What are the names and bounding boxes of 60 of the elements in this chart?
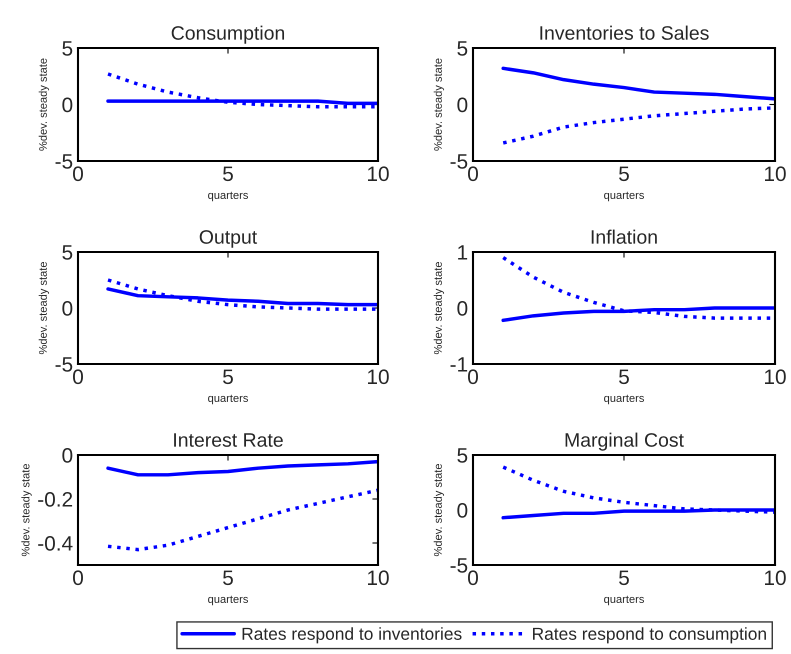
y-axis-title: %dev. steady state bbox=[434, 464, 444, 556]
x-tick-label: 10 bbox=[765, 369, 786, 384]
legend-label: Rates respond to consumption bbox=[533, 627, 766, 644]
y-tick-label: -5 bbox=[450, 154, 468, 169]
y-tick-label: -0.4 bbox=[38, 536, 73, 551]
line-series bbox=[106, 460, 378, 477]
chart-title: Consumption bbox=[172, 26, 284, 44]
x-tick-label: 5 bbox=[619, 166, 629, 182]
x-tick-label: 10 bbox=[765, 166, 786, 182]
y-tick-label: 0 bbox=[457, 301, 468, 316]
x-tick-label: 5 bbox=[619, 370, 629, 384]
y-tick-label: -5 bbox=[56, 357, 72, 372]
y-tick-label: -5 bbox=[56, 154, 72, 169]
x-axis-title: quarters bbox=[208, 596, 248, 606]
x-tick-label: 0 bbox=[73, 166, 83, 182]
y-axis-title: %dev. steady state bbox=[434, 262, 444, 354]
x-axis-title: quarters bbox=[604, 192, 644, 202]
chart-title: Inventories to Sales bbox=[540, 26, 709, 40]
x-tick-label: 5 bbox=[223, 166, 233, 182]
y-tick-label: 5 bbox=[457, 41, 468, 56]
chart-title: Marginal Cost bbox=[566, 432, 684, 451]
x-axis-title: quarters bbox=[604, 394, 644, 404]
y-tick-label: 5 bbox=[62, 245, 72, 260]
y-tick-label: 0 bbox=[457, 503, 468, 518]
line-series bbox=[106, 278, 378, 311]
x-tick-label: 0 bbox=[468, 369, 478, 384]
y-axis-title: %dev. steady state bbox=[21, 464, 32, 556]
y-tick-label: 0 bbox=[457, 98, 468, 112]
x-tick-label: 0 bbox=[73, 369, 83, 384]
y-tick-label: -0.2 bbox=[38, 492, 72, 507]
y-tick-label: 5 bbox=[457, 448, 468, 463]
x-tick-label: 10 bbox=[368, 369, 389, 384]
x-axis-title: quarters bbox=[208, 192, 248, 202]
line-series bbox=[106, 488, 378, 552]
x-tick-label: 10 bbox=[368, 166, 389, 182]
y-axis-title: %dev. steady state bbox=[38, 58, 50, 151]
y-tick-label: -5 bbox=[450, 558, 468, 573]
line-series bbox=[501, 66, 775, 101]
x-tick-label: 5 bbox=[619, 570, 629, 586]
legend-label: Rates respond to inventories bbox=[242, 627, 462, 644]
x-axis-title: quarters bbox=[604, 596, 644, 606]
x-tick-label: 0 bbox=[468, 166, 478, 182]
y-axis-title: %dev. steady state bbox=[434, 58, 444, 151]
y-tick-label: -1 bbox=[450, 357, 468, 372]
x-axis-title: quarters bbox=[208, 394, 248, 404]
y-tick-label: 5 bbox=[62, 41, 72, 56]
x-tick-label: 0 bbox=[468, 570, 478, 586]
y-tick-label: 0 bbox=[62, 98, 72, 112]
x-tick-label: 10 bbox=[368, 570, 389, 586]
y-tick-label: 0 bbox=[62, 301, 72, 316]
x-tick-label: 5 bbox=[223, 370, 233, 384]
chart-title: Interest Rate bbox=[174, 433, 283, 447]
x-tick-label: 10 bbox=[765, 570, 786, 586]
y-tick-label: 1 bbox=[458, 245, 468, 260]
chart-title: Inflation bbox=[592, 230, 657, 244]
chart-title: Output bbox=[200, 230, 258, 248]
x-tick-label: 0 bbox=[73, 570, 83, 586]
y-tick-label: 0 bbox=[62, 448, 72, 463]
y-axis-title: %dev. steady state bbox=[38, 262, 50, 354]
x-tick-label: 5 bbox=[223, 570, 233, 586]
